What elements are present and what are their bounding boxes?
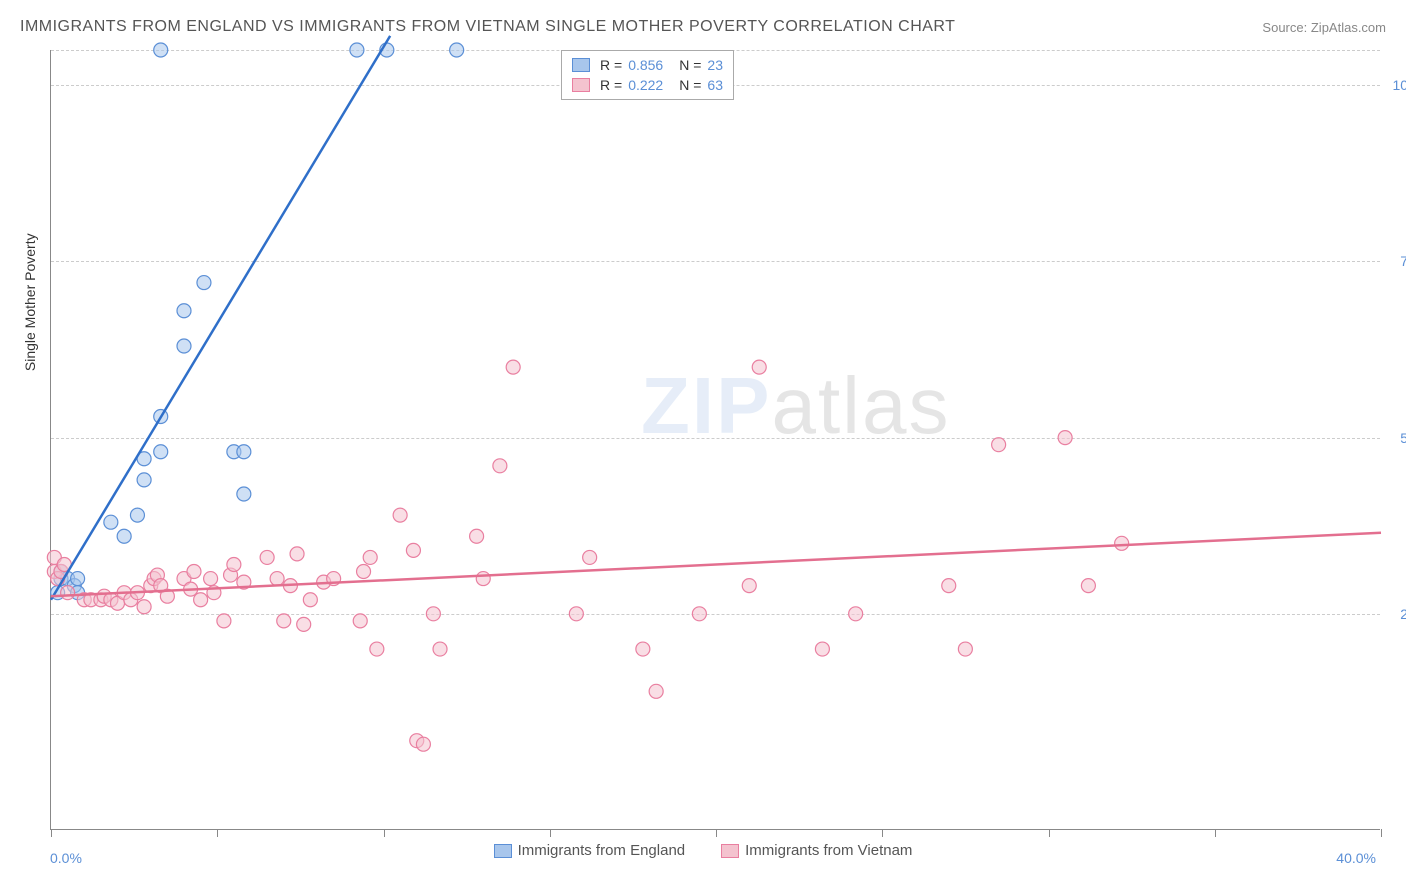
data-point [71,572,85,586]
x-tick [882,829,883,837]
series-name: Immigrants from England [518,842,686,859]
series-legend-item: Immigrants from England [494,842,686,859]
data-point [237,487,251,501]
data-point [194,593,208,607]
x-tick [384,829,385,837]
data-point [297,617,311,631]
data-point [1081,579,1095,593]
data-point [742,579,756,593]
y-tick-label: 100.0% [1385,77,1406,93]
data-point [406,543,420,557]
data-point [649,684,663,698]
legend-swatch [721,844,739,858]
data-point [426,607,440,621]
data-point [187,565,201,579]
data-point [104,515,118,529]
data-point [493,459,507,473]
data-point [752,360,766,374]
data-point [506,360,520,374]
data-point [569,607,583,621]
legend-swatch [494,844,512,858]
y-tick-label: 25.0% [1385,606,1406,622]
data-point [137,600,151,614]
data-point [416,737,430,751]
correlation-legend: R =0.856N =23R =0.222N =63 [561,50,734,100]
plot-area: 25.0%50.0%75.0%100.0% ZIPatlas R =0.856N… [50,50,1380,830]
series-legend-item: Immigrants from Vietnam [721,842,912,859]
data-point [357,565,371,579]
data-point [1115,536,1129,550]
data-point [204,572,218,586]
data-point [227,557,241,571]
legend-row: R =0.856N =23 [572,55,723,75]
series-legend: Immigrants from England Immigrants from V… [0,842,1406,862]
y-tick-label: 75.0% [1385,253,1406,269]
data-point [353,614,367,628]
data-point [154,445,168,459]
data-point [177,304,191,318]
data-point [433,642,447,656]
data-point [197,276,211,290]
legend-swatch [572,78,590,92]
data-point [370,642,384,656]
data-point [277,614,291,628]
x-tick [716,829,717,837]
data-point [130,508,144,522]
data-point [470,529,484,543]
source-attribution: Source: ZipAtlas.com [1262,20,1386,35]
data-point [137,473,151,487]
data-point [1058,431,1072,445]
data-point [450,43,464,57]
x-tick [1381,829,1382,837]
data-point [290,547,304,561]
x-tick [51,829,52,837]
legend-swatch [572,58,590,72]
data-point [849,607,863,621]
series-name: Immigrants from Vietnam [745,842,912,859]
data-point [177,339,191,353]
data-point [260,550,274,564]
legend-row: R =0.222N =63 [572,75,723,95]
data-point [393,508,407,522]
data-point [636,642,650,656]
data-point [476,572,490,586]
data-point [303,593,317,607]
data-point [363,550,377,564]
data-point [583,550,597,564]
x-tick [217,829,218,837]
y-tick-label: 50.0% [1385,430,1406,446]
regression-line [51,533,1381,596]
chart-title: IMMIGRANTS FROM ENGLAND VS IMMIGRANTS FR… [20,18,955,36]
data-point [992,438,1006,452]
data-point [61,586,75,600]
scatter-svg [51,50,1380,829]
regression-line [51,36,390,600]
data-point [237,445,251,459]
data-point [958,642,972,656]
data-point [815,642,829,656]
data-point [117,529,131,543]
data-point [942,579,956,593]
x-tick [1049,829,1050,837]
x-tick [550,829,551,837]
x-tick [1215,829,1216,837]
data-point [217,614,231,628]
data-point [692,607,706,621]
data-point [350,43,364,57]
y-axis-label: Single Mother Poverty [22,233,38,371]
data-point [270,572,284,586]
data-point [154,43,168,57]
